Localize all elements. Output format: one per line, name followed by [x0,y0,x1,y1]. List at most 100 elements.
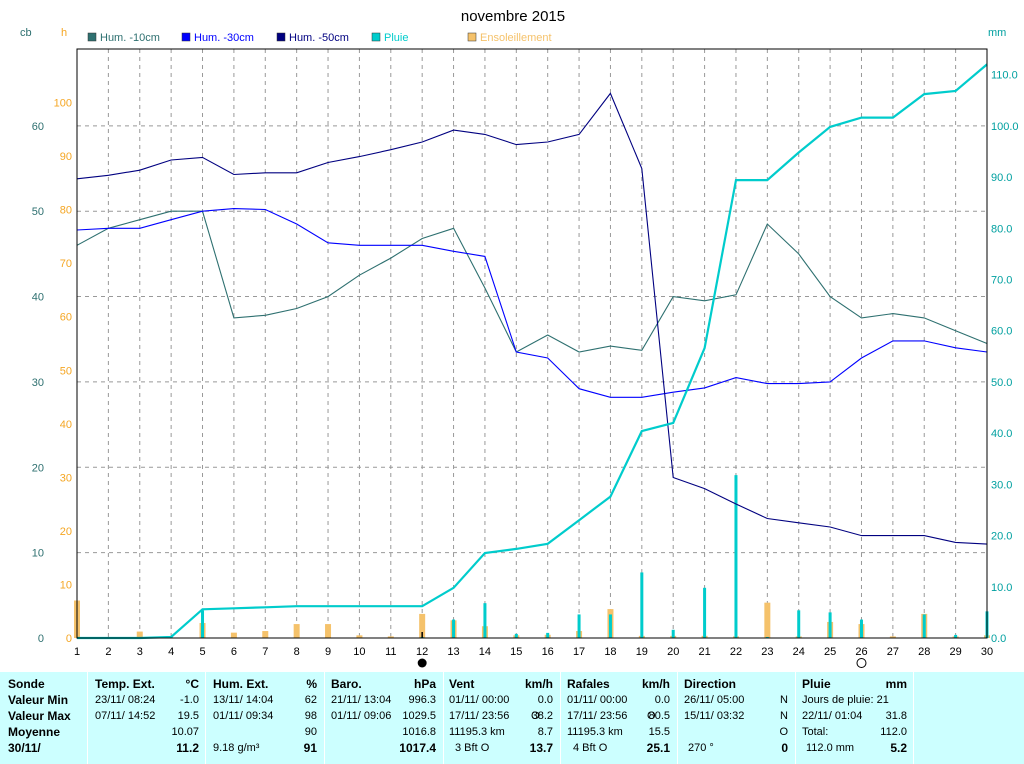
x-tick-label: 10 [353,646,365,658]
x-tick-label: 1 [74,646,80,658]
bar-group [74,475,990,638]
rain-bar [859,619,863,638]
sunshine-bar [764,602,771,638]
rafales-max-dir: O [647,710,656,722]
hum-avg: 90 [304,726,317,738]
vent-bft: 3 Bft [455,742,478,754]
row-label-max: Valeur Max [8,709,71,723]
series-line [76,210,988,353]
left-tick-label: 30 [32,377,44,389]
vent-max-dir: O [531,710,540,722]
temp-max-date: 07/11/ 14:52 [95,710,156,722]
plot-frame [76,48,988,639]
rain-bar [608,614,612,638]
sun-tick-label: 70 [60,258,72,270]
legend-swatch [276,32,286,42]
vent-min-value: 0.0 [537,694,553,706]
left-axis-unit: cb [20,27,32,39]
rain-bar [201,610,205,638]
right-tick-label: 40.0 [991,428,1012,440]
rain-bar [828,612,832,638]
series-line [77,63,988,640]
x-tick-label: 15 [510,646,522,658]
rain-bar [514,633,518,638]
hum-current: 91 [303,741,317,755]
row-label-avg: Moyenne [8,725,61,739]
right-tick-label: 30.0 [991,479,1012,491]
rain-bar [734,475,738,638]
sun-tick-label: 60 [60,312,72,324]
series-line [76,208,988,398]
sun-tick-label: 10 [60,579,72,591]
temp-header: Temp. Ext. [95,677,155,691]
right-axis-unit: mm [988,27,1006,39]
x-tick-label: 29 [949,646,961,658]
x-tick-label: 21 [698,646,710,658]
baro-header: Baro. [331,677,362,691]
right-tick-label: 100.0 [991,121,1019,133]
sun-tick-label: 30 [60,472,72,484]
left-tick-label: 40 [32,292,44,304]
rain-bar [671,629,675,638]
direction-min-dir: N [780,694,788,706]
temp-max-value: 19.5 [177,710,199,722]
legend-swatch [181,32,191,42]
right-tick-label: 80.0 [991,223,1012,235]
baro-unit: hPa [413,677,436,691]
x-tick-label: 27 [887,646,899,658]
sunshine-bar [230,632,237,638]
sun-tick-label: 40 [60,419,72,431]
direction-header: Direction [684,677,737,691]
direction-current-deg: 270 ° [688,742,714,754]
vent-max-value: 38.2 [531,710,553,722]
x-tick-label: 14 [479,646,491,658]
sun-tick-label: 100 [54,98,72,110]
rafales-current: 25.1 [646,741,670,755]
direction-max-date: 15/11/ 03:32 [684,710,745,722]
pluie-unit: mm [885,677,907,691]
hum-min-value: 62 [304,694,317,706]
x-tick-label: 7 [262,646,268,658]
sunshine-bar [387,636,394,638]
x-tick-label: 8 [294,646,300,658]
sun-tick-label: 80 [60,205,72,217]
rain-bar [922,614,926,638]
vent-unit: km/h [524,677,553,691]
x-tick-label: 28 [918,646,930,658]
right-tick-label: 10.0 [991,582,1012,594]
pluie-header: Pluie [802,677,831,691]
legend-swatch [87,32,97,42]
legend-label: Hum. -50cm [289,32,349,44]
direction-avg: O [779,726,788,738]
rafales-min-date: 01/11/ 00:00 [567,694,628,706]
sun-axis-unit: h [61,27,67,39]
legend-swatch [371,32,381,42]
hum-header: Hum. Ext. [213,677,269,691]
direction-max-dir: N [780,710,788,722]
rain-bar [703,587,707,638]
rain-bar [640,572,644,638]
hum-unit: % [306,677,317,691]
temp-avg: 10.07 [171,726,199,738]
hum-max-date: 01/11/ 09:34 [213,710,274,722]
series-line [76,92,988,545]
rafales-min-value: 0.0 [654,694,670,706]
temp-min-date: 23/11/ 08:24 [95,694,156,706]
legend-label: Hum. -30cm [194,32,254,44]
sunshine-bar [325,624,332,638]
baro-avg: 1016.8 [402,726,436,738]
temp-unit: °C [185,677,199,691]
x-tick-label: 9 [325,646,331,658]
sun-tick-label: 90 [60,151,72,163]
rafales-bft: 4 Bft [573,742,596,754]
x-tick-label: 5 [199,646,205,658]
left-tick-label: 20 [32,462,44,474]
pluie-column: Pluie mm Jours de pluie: 21 22/11/ 01:04 3… [802,676,907,756]
row-labels-column: Sonde Valeur Min Valeur Max Moyenne 30/1… [8,676,84,756]
x-tick-label: 24 [793,646,805,658]
sunshine-bar [889,636,896,638]
x-tick-label: 18 [604,646,616,658]
hum-max-value: 98 [304,710,317,722]
legend-swatch [467,32,477,42]
x-tick-label: 13 [447,646,459,658]
